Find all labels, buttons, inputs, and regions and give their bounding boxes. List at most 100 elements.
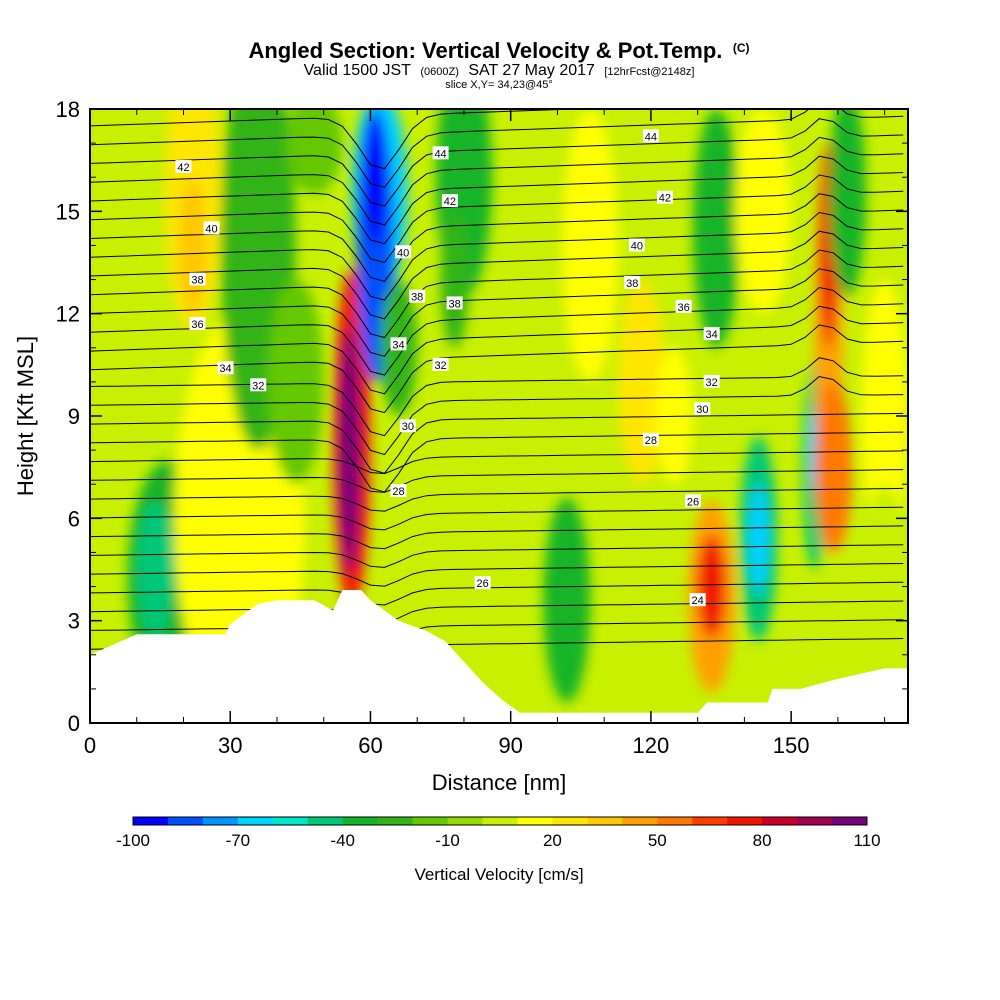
theta-contour [90,619,904,644]
colorbar-title: Vertical Velocity [cm/s] [414,865,583,884]
theta-contour [90,118,904,207]
theta-contour [90,155,904,245]
colorbar-frame [132,816,868,826]
contour-label-text: 26 [477,578,489,590]
velocity-cell [697,535,726,638]
contour-label-text: 38 [626,278,638,290]
contour-label-text: 38 [448,298,460,310]
colorbar-tick-label: -100 [116,831,150,850]
x-tick-label: 0 [84,733,96,758]
terrain [90,590,908,723]
theta-contour [90,193,904,282]
contour-label-text: 42 [177,162,189,174]
theta-contour [90,412,904,474]
y-axis-label: Height [Kft MSL] [13,336,38,496]
y-tick-label: 12 [56,302,80,327]
contour-label-text: 28 [645,435,657,447]
colorbar-swatch [272,817,309,825]
y-tick-label: 9 [68,404,80,429]
contour-label-text: 34 [392,339,404,351]
contour-label: 34 [703,327,720,341]
x-tick-label: 120 [633,733,670,758]
x-tick-label: 30 [218,733,242,758]
y-tick-label: 0 [68,711,80,736]
colorbar-swatch [692,817,728,825]
colorbar-swatch [377,817,414,825]
contour-label: 28 [390,484,407,498]
colorbar-swatch [482,817,518,825]
colorbar-swatch [762,817,798,825]
theta-contour [90,357,904,437]
contour-label-text: 44 [434,148,446,160]
contour-label-text: 38 [411,292,423,304]
velocity-cell [814,381,852,553]
velocity-cell [543,497,591,703]
subtitle-zulu: (0600Z) [420,66,459,78]
contour-label: 38 [189,272,206,287]
colorbar-swatch [657,817,693,825]
chart-title: Angled Section: Vertical Velocity & Pot.… [248,38,722,63]
y-tick-label: 6 [68,506,80,531]
contour-label: 30 [694,402,711,416]
contour-label-text: 40 [397,247,409,259]
theta-contour [90,544,904,568]
contour-label: 26 [474,576,491,590]
contour-label-text: 40 [631,240,643,252]
colorbar-swatch [412,817,449,825]
contour-label: 28 [642,432,659,447]
chart-title-group: Angled Section: Vertical Velocity & Pot.… [248,38,749,63]
colorbar-swatch [797,817,833,825]
theta-contour [90,450,904,475]
contour-label: 26 [684,494,701,508]
subtitle-valid: Valid 1500 JST [304,62,412,79]
contour-label: 44 [432,146,449,160]
velocity-cell [861,484,908,689]
contour-label-text: 30 [402,421,414,433]
velocity-cell [363,109,387,246]
colorbar-swatch [622,817,658,825]
colorbar-swatch [447,817,484,825]
contour-label: 38 [409,289,426,304]
contour-label: 32 [703,374,720,389]
theta-contours [90,109,904,662]
colorbar-swatch [167,817,204,825]
colorbar-swatch [307,817,344,825]
contour-label: 42 [175,159,192,174]
x-tick-label: 60 [358,733,382,758]
theta-contour [90,136,904,226]
theta-contour [90,487,904,512]
chart-subtitle: Valid 1500 JST (0600Z) SAT 27 May 2017 [… [304,62,695,79]
theta-contour [90,581,904,606]
colorbar-swatch [133,817,169,825]
contour-label-text: 38 [191,275,203,287]
contour-label: 42 [441,194,458,208]
colorbar-swatch [237,817,274,825]
colorbar-swatch [727,817,763,825]
colorbar-tick-label: 50 [648,831,667,850]
theta-contour [90,469,904,493]
velocity-cell [747,484,770,594]
theta-contour [90,305,904,395]
contour-label: 38 [446,296,463,310]
contour-label-text: 36 [678,302,690,314]
colorbar-tick-label: -40 [330,831,355,850]
theta-contour [90,525,904,550]
theta-contour [90,375,904,456]
chart-title-mark: (C) [733,41,750,55]
contour-label: 40 [628,238,645,252]
contour-label-text: 32 [706,377,718,389]
subtitle-forecast: [12hrFcst@2148z] [604,66,694,78]
contour-label: 36 [675,299,692,314]
contour-label-text: 32 [434,360,446,372]
y-tick-label: 3 [68,609,80,634]
subtitle-date: SAT 27 May 2017 [468,62,595,79]
theta-contour [90,563,904,587]
x-tick-label: 90 [498,733,522,758]
theta-contour [90,286,904,376]
contour-label: 40 [203,221,220,235]
contour-label: 30 [399,419,416,433]
velocity-cell [440,211,469,348]
theta-contour [90,249,904,339]
